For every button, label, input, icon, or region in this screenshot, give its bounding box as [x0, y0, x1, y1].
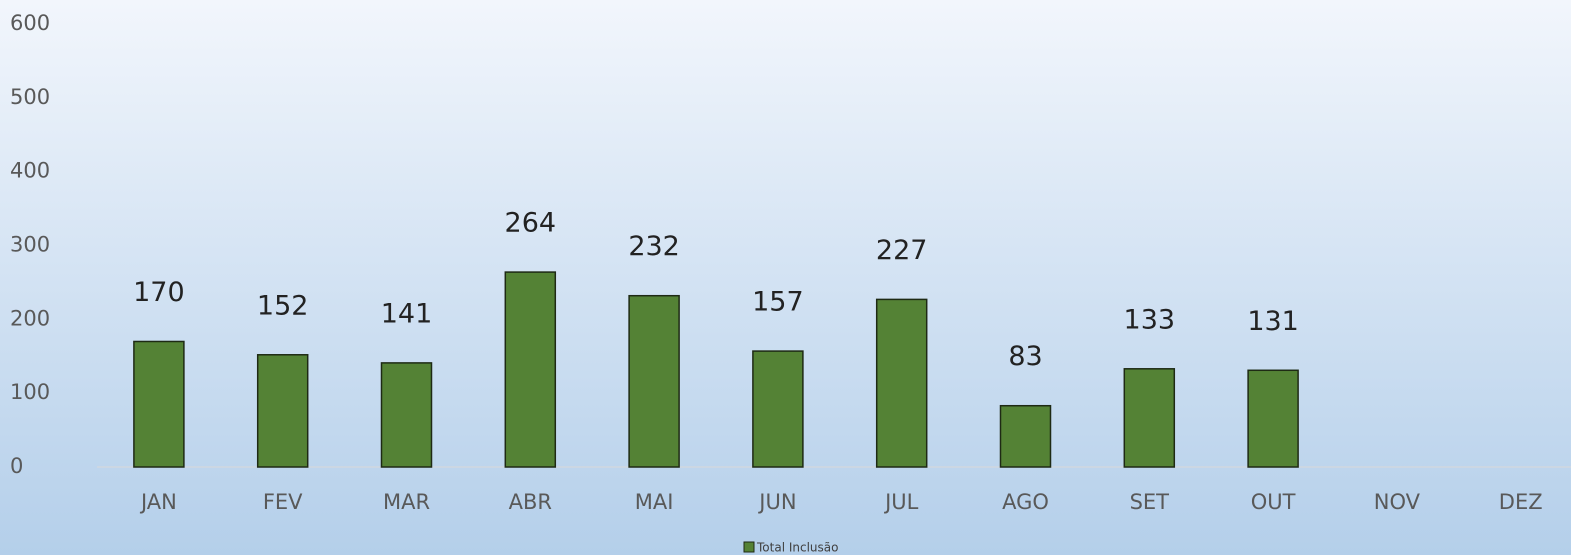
- x-tick-label: DEZ: [1499, 490, 1543, 514]
- x-tick-label: OUT: [1251, 490, 1296, 514]
- x-tick-label: NOV: [1374, 490, 1421, 514]
- bar: [752, 350, 804, 468]
- y-tick-label: 500: [10, 85, 50, 109]
- bar: [628, 294, 680, 468]
- data-label: 152: [257, 290, 309, 321]
- legend-swatch: [743, 541, 755, 553]
- data-label: 227: [876, 235, 928, 266]
- x-tick-label: MAR: [383, 490, 430, 514]
- bar: [1247, 369, 1299, 468]
- data-label: 83: [1008, 341, 1042, 372]
- data-label: 264: [505, 208, 557, 239]
- data-label: 131: [1247, 306, 1299, 337]
- data-label: 170: [133, 277, 185, 308]
- x-tick-label: JAN: [139, 490, 177, 514]
- y-tick-label: 300: [10, 233, 50, 257]
- data-label: 157: [752, 287, 804, 318]
- y-tick-label: 600: [10, 11, 50, 35]
- y-tick-label: 0: [10, 454, 23, 478]
- x-tick-label: JUL: [883, 490, 919, 514]
- x-tick-label: JUN: [757, 490, 796, 514]
- bar: [504, 271, 557, 468]
- data-label: 232: [628, 231, 680, 262]
- x-tick-label: SET: [1130, 490, 1170, 514]
- bar: [999, 404, 1052, 468]
- bar: [133, 340, 185, 468]
- x-tick-label: FEV: [263, 490, 303, 514]
- bar: [256, 354, 309, 468]
- x-tick-label: AGO: [1002, 490, 1049, 514]
- x-tick-label: ABR: [509, 490, 552, 514]
- y-tick-label: 400: [10, 159, 50, 183]
- legend-label: Total Inclusão: [756, 541, 838, 555]
- bar: [1123, 368, 1176, 468]
- bar: [380, 362, 433, 468]
- y-tick-label: 100: [10, 380, 50, 404]
- data-label: 141: [381, 298, 433, 329]
- data-label: 133: [1124, 304, 1176, 335]
- bar: [875, 298, 928, 468]
- x-tick-label: MAI: [635, 490, 674, 514]
- y-tick-label: 200: [10, 306, 50, 330]
